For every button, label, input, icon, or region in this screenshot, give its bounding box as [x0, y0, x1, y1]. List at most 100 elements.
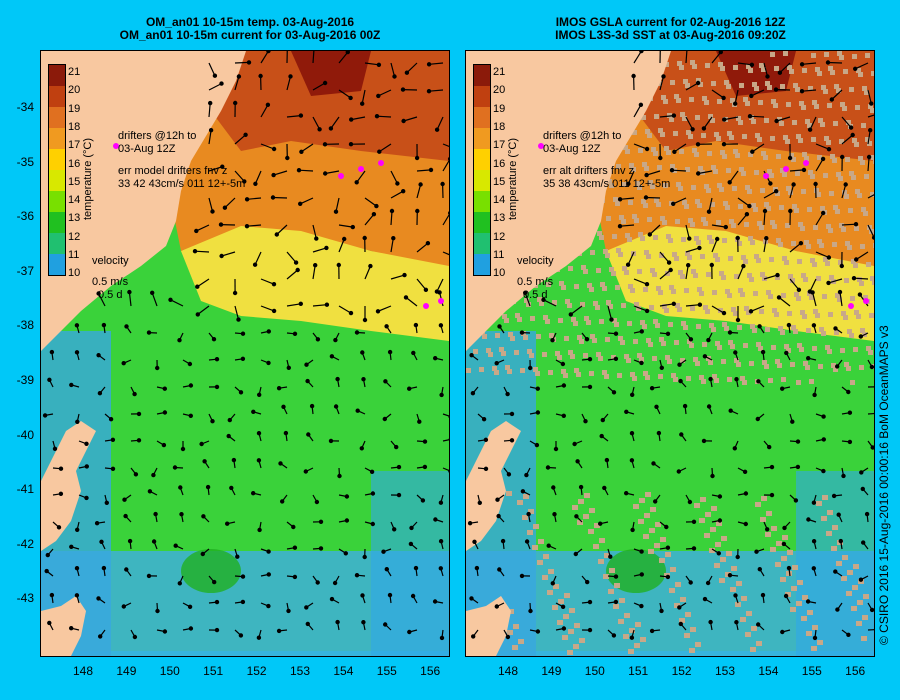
colorbar-swatch — [49, 86, 65, 107]
right-colorbar-title: temperature (°C) — [507, 137, 519, 220]
tasmania-and-islands — [41, 421, 96, 656]
x-tick-label: 150 — [584, 664, 605, 678]
right-err-line2: 35 38 43cm/s 011 12+-5m — [543, 178, 671, 190]
x-tick-label: 149 — [116, 664, 137, 678]
colorbar-swatch — [49, 233, 65, 254]
right-drifters-note: drifters @12h to 03-Aug 12Z — [543, 130, 621, 156]
credit-text: © CSIRO 2016 15-Aug-2016 00:00:16 BoM Oc… — [877, 325, 891, 645]
left-sst-map — [41, 51, 449, 656]
right-drifters-line2: 03-Aug 12Z — [543, 143, 601, 155]
x-tick-label: 151 — [628, 664, 649, 678]
x-tick-label: 150 — [159, 664, 180, 678]
colorbar-swatch — [474, 107, 490, 128]
tasmania-and-islands — [466, 421, 521, 656]
colorbar-swatch — [49, 149, 65, 170]
colorbar-tick-label: 13 — [493, 212, 506, 225]
y-tick-label: -36 — [16, 209, 34, 224]
drifter-markers — [113, 143, 444, 309]
colorbar-swatch — [49, 191, 65, 212]
colorbar-swatch — [474, 191, 490, 212]
y-tick-label: -39 — [16, 373, 34, 387]
colorbar-tick-label: 14 — [68, 194, 81, 207]
colorbar-tick-label: 20 — [68, 84, 81, 97]
right-velocity-label: velocity — [517, 255, 554, 267]
y-tick-label: -35 — [16, 154, 34, 169]
colorbar-swatch — [49, 128, 65, 149]
right-err-note: err alt drifters fnv z 35 38 43cm/s 011 … — [543, 165, 670, 191]
colorbar-swatch — [474, 212, 490, 233]
colorbar-tick-label: 19 — [68, 102, 81, 115]
colorbar-swatch — [474, 233, 490, 254]
colorbar-tick-label: 21 — [493, 66, 506, 78]
right-colorbar — [473, 64, 491, 276]
right-map-panel[interactable] — [465, 50, 875, 657]
x-tick-label: 156 — [420, 664, 441, 678]
colorbar-swatch — [49, 170, 65, 191]
colorbar-swatch — [474, 254, 490, 275]
colorbar-swatch — [49, 107, 65, 128]
y-tick-label: -37 — [16, 263, 34, 278]
colorbar-tick-label: 15 — [68, 175, 81, 188]
colorbar-tick-label: 16 — [493, 157, 506, 170]
colorbar-tick-label: 12 — [68, 230, 81, 243]
mainland-australia — [41, 51, 246, 351]
colorbar-tick-label: 21 — [68, 66, 81, 78]
colorbar-swatch — [474, 86, 490, 107]
left-title-line2: OM_an01 10-15m current for 03-Aug-2016 0… — [119, 28, 381, 42]
drifter-markers — [538, 143, 869, 309]
left-drifters-note: drifters @12h to 03-Aug 12Z — [118, 130, 196, 156]
right-title-line2: IMOS L3S-3d SST at 03-Aug-2016 09:20Z — [555, 28, 786, 42]
colorbar-tick-label: 18 — [68, 120, 81, 133]
x-tick-label: 154 — [333, 664, 354, 678]
x-tick-label: 153 — [714, 664, 736, 678]
colorbar-tick-label: 20 — [493, 84, 506, 97]
x-tick-label: 155 — [801, 664, 822, 678]
mainland-australia — [466, 51, 671, 351]
colorbar-swatch — [474, 65, 490, 86]
colorbar-tick-label: 12 — [493, 230, 506, 243]
right-title-line1: IMOS GSLA current for 02-Aug-2016 12Z — [555, 15, 786, 29]
colorbar-swatch — [474, 170, 490, 191]
left-drifters-line1: drifters @12h to — [118, 130, 197, 142]
colorbar-swatch — [49, 65, 65, 86]
colorbar-tick-label: 14 — [493, 194, 506, 207]
left-velocity-legend: velocity 0.5 m/s 0.5 d — [92, 255, 129, 302]
left-colorbar — [48, 64, 66, 276]
right-velocity-legend: velocity 0.5 m/s 0.5 d — [517, 255, 554, 302]
right-panel-title: IMOS GSLA current for 02-Aug-2016 12Z IM… — [468, 16, 873, 42]
right-velocity-days: 0.5 d — [523, 289, 548, 301]
colorbar-tick-label: 17 — [493, 139, 506, 152]
x-tick-label: 156 — [845, 664, 866, 678]
left-err-line1: err model drifters fnv z — [118, 165, 228, 177]
x-tick-label: 151 — [203, 664, 224, 678]
left-panel-title: OM_an01 10-15m temp. 03-Aug-2016 OM_an01… — [45, 16, 455, 42]
y-tick-label: -41 — [16, 482, 34, 497]
y-tick-label: -43 — [16, 591, 34, 606]
current-vectors — [467, 51, 874, 641]
sst-field — [466, 51, 874, 656]
x-tick-label: 154 — [758, 664, 779, 678]
colorbar-tick-label: 16 — [68, 157, 81, 170]
colorbar-tick-label: 18 — [493, 120, 506, 133]
colorbar-tick-label: 15 — [493, 175, 506, 188]
y-tick-label: -38 — [16, 318, 34, 333]
right-err-line1: err alt drifters fnv z — [543, 165, 635, 177]
x-tick-label: 153 — [289, 664, 311, 678]
left-map-panel[interactable] — [40, 50, 450, 657]
colorbar-tick-label: 10 — [68, 267, 81, 280]
y-tick-label: -40 — [16, 427, 34, 442]
current-vectors — [42, 51, 449, 641]
colorbar-swatch — [474, 128, 490, 149]
right-sst-map — [466, 51, 874, 656]
left-velocity-days: 0.5 d — [98, 289, 123, 301]
x-tick-label: 148 — [497, 664, 519, 678]
colorbar-swatch — [474, 149, 490, 170]
left-velocity-label: velocity — [92, 255, 129, 267]
colorbar-tick-label: 11 — [68, 249, 80, 261]
x-tick-label: 152 — [246, 664, 267, 678]
y-tick-label: -34 — [16, 100, 34, 114]
x-tick-label: 149 — [541, 664, 562, 678]
left-err-line2: 33 42 43cm/s 011 12+-5m — [118, 178, 246, 190]
x-tick-label: 152 — [671, 664, 692, 678]
left-colorbar-title: temperature (°C) — [82, 137, 94, 220]
